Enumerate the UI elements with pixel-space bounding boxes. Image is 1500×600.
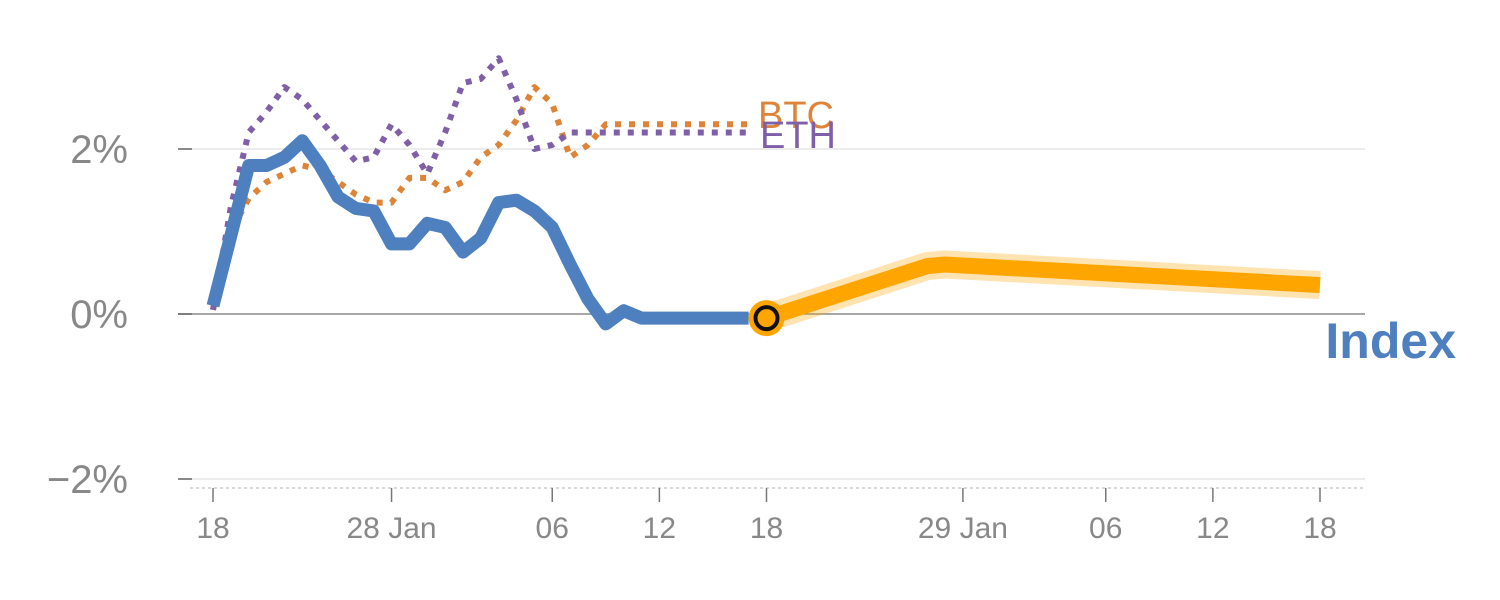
series-lines — [206, 55, 1321, 332]
series-line-index — [206, 134, 749, 331]
x-tick-label: 18 — [196, 512, 229, 545]
y-tick-label: −2% — [47, 458, 128, 502]
series-line-btc — [210, 84, 749, 311]
x-tick-label: 28 Jan — [347, 512, 437, 545]
series-label-index: Index — [1325, 313, 1456, 369]
projection-line — [764, 256, 1321, 326]
x-tick-label: 12 — [1196, 512, 1229, 545]
x-tick-label: 06 — [536, 512, 569, 545]
series-label-eth: ETH — [760, 115, 836, 157]
x-axis: 18 28 Jan 06 12 18 29 Jan 06 12 18 — [190, 487, 1365, 545]
y-tick-label: 2% — [70, 128, 128, 172]
marker-dot — [753, 305, 780, 332]
x-tick-label: 06 — [1089, 512, 1122, 545]
series-labels: BTC ETH Index — [758, 95, 1456, 369]
x-tick-label: 29 Jan — [918, 512, 1008, 545]
y-axis: 2% 0% −2% — [47, 128, 192, 502]
series-label-btc: BTC — [758, 95, 834, 137]
x-tick-label: 18 — [750, 512, 783, 545]
current-marker — [748, 300, 785, 337]
y-tick-label: 0% — [70, 293, 128, 337]
x-tick-label: 12 — [643, 512, 676, 545]
x-tick-label: 18 — [1303, 512, 1336, 545]
series-line-eth — [210, 55, 749, 311]
